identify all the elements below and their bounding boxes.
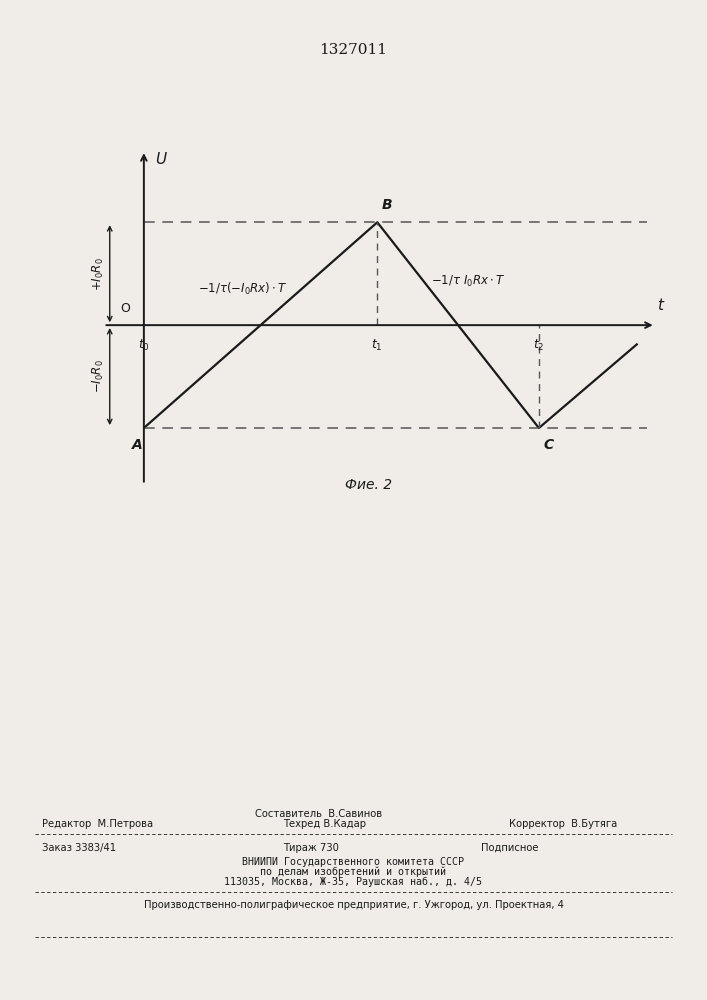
Text: Фие. 2: Фие. 2 (345, 478, 392, 492)
Text: O: O (120, 302, 130, 315)
Text: C: C (544, 438, 554, 452)
Text: t: t (657, 298, 663, 313)
Text: Заказ 3383/41: Заказ 3383/41 (42, 843, 117, 853)
Text: $+I_0R_0$: $+I_0R_0$ (91, 257, 106, 291)
Text: 113035, Москва, Ж-35, Раушская наб., д. 4/5: 113035, Москва, Ж-35, Раушская наб., д. … (225, 877, 482, 887)
Text: $t_2$: $t_2$ (532, 337, 544, 353)
Text: $t_0$: $t_0$ (138, 337, 150, 353)
Text: Производственно-полиграфическое предприятие, г. Ужгород, ул. Проектная, 4: Производственно-полиграфическое предприя… (144, 900, 563, 910)
Text: B: B (382, 198, 392, 212)
Text: 1327011: 1327011 (320, 43, 387, 57)
Text: $-1/\tau\ I_0 Rx\cdot T$: $-1/\tau\ I_0 Rx\cdot T$ (431, 274, 506, 289)
Text: Тираж 730: Тираж 730 (283, 843, 339, 853)
Text: A: A (132, 438, 143, 452)
Text: Корректор  В.Бутяга: Корректор В.Бутяга (509, 819, 617, 829)
Text: Техред В.Кадар: Техред В.Кадар (283, 819, 366, 829)
Text: $-I_0R_0$: $-I_0R_0$ (91, 360, 106, 393)
Text: ВНИИПИ Государственного комитета СССР: ВНИИПИ Государственного комитета СССР (243, 857, 464, 867)
Text: Составитель  В.Савинов: Составитель В.Савинов (255, 809, 382, 819)
Text: Редактор  М.Петрова: Редактор М.Петрова (42, 819, 153, 829)
Text: по делам изобретений и открытий: по делам изобретений и открытий (260, 867, 447, 877)
Text: $-1/\tau(-I_0 Rx)\cdot T$: $-1/\tau(-I_0 Rx)\cdot T$ (198, 281, 288, 297)
Text: $t_1$: $t_1$ (371, 337, 383, 353)
Text: U: U (155, 152, 165, 167)
Text: Подписное: Подписное (481, 843, 538, 853)
